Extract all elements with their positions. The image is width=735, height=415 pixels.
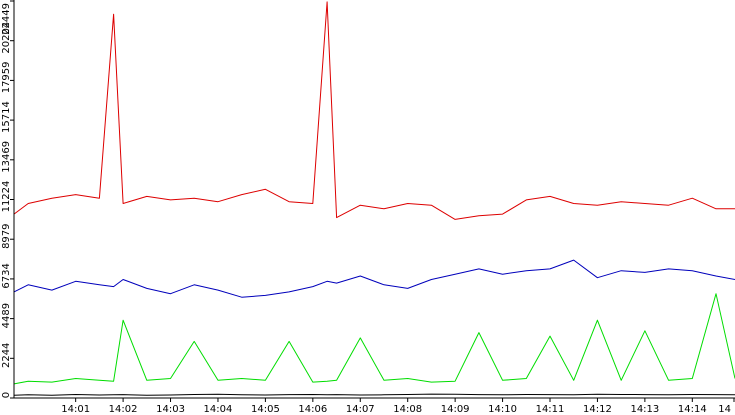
y-tick-label: 0 bbox=[1, 392, 12, 398]
y-tick-label: 6734 bbox=[1, 263, 12, 288]
x-axis-ticks: 14:01 14:02 14:03 14:04 14:05 14:06 14:07 14:08… bbox=[61, 398, 735, 415]
y-tick-label: 13469 bbox=[1, 141, 12, 173]
x-tick-label: 14:06 bbox=[298, 404, 327, 415]
x-tick-label: 14:10 bbox=[488, 404, 517, 415]
y-tick-label: 20204 bbox=[1, 22, 12, 54]
x-tick-label: 14:03 bbox=[156, 404, 185, 415]
x-tick-label: 14:01 bbox=[61, 404, 90, 415]
x-tick-label: 14:14 bbox=[678, 404, 707, 415]
x-tick-label: 14:02 bbox=[109, 404, 138, 415]
x-tick-label: 14:08 bbox=[393, 404, 422, 415]
x-tick-label: 14:04 bbox=[204, 404, 233, 415]
x-tick-label: 14:12 bbox=[583, 404, 612, 415]
x-tick-label: 14:13 bbox=[630, 404, 659, 415]
y-tick-label: 4489 bbox=[1, 303, 12, 328]
y-tick-label: 8979 bbox=[1, 223, 12, 248]
y-tick-label: 17959 bbox=[1, 61, 12, 93]
y-tick-label: 22449 bbox=[1, 3, 12, 35]
x-tick-label: 14:11 bbox=[536, 404, 565, 415]
x-tick-label: 14:05 bbox=[251, 404, 280, 415]
series-line-2 bbox=[13, 259, 735, 298]
series-line-3 bbox=[13, 293, 735, 385]
series-line-1 bbox=[13, 1, 735, 220]
x-tick-label: 14:07 bbox=[346, 404, 375, 415]
y-tick-label: 15714 bbox=[1, 101, 12, 133]
x-tick-label: 14 bbox=[718, 404, 731, 415]
y-tick-label: 2244 bbox=[1, 343, 12, 368]
x-tick-label: 14:09 bbox=[441, 404, 470, 415]
series-line-4 bbox=[13, 393, 735, 396]
y-axis-ticks: 0 2244 4489 6734 8979 11224 13469 15714 17959 202… bbox=[1, 0, 14, 399]
series-layer bbox=[13, 1, 735, 396]
y-tick-label: 11224 bbox=[1, 181, 12, 213]
